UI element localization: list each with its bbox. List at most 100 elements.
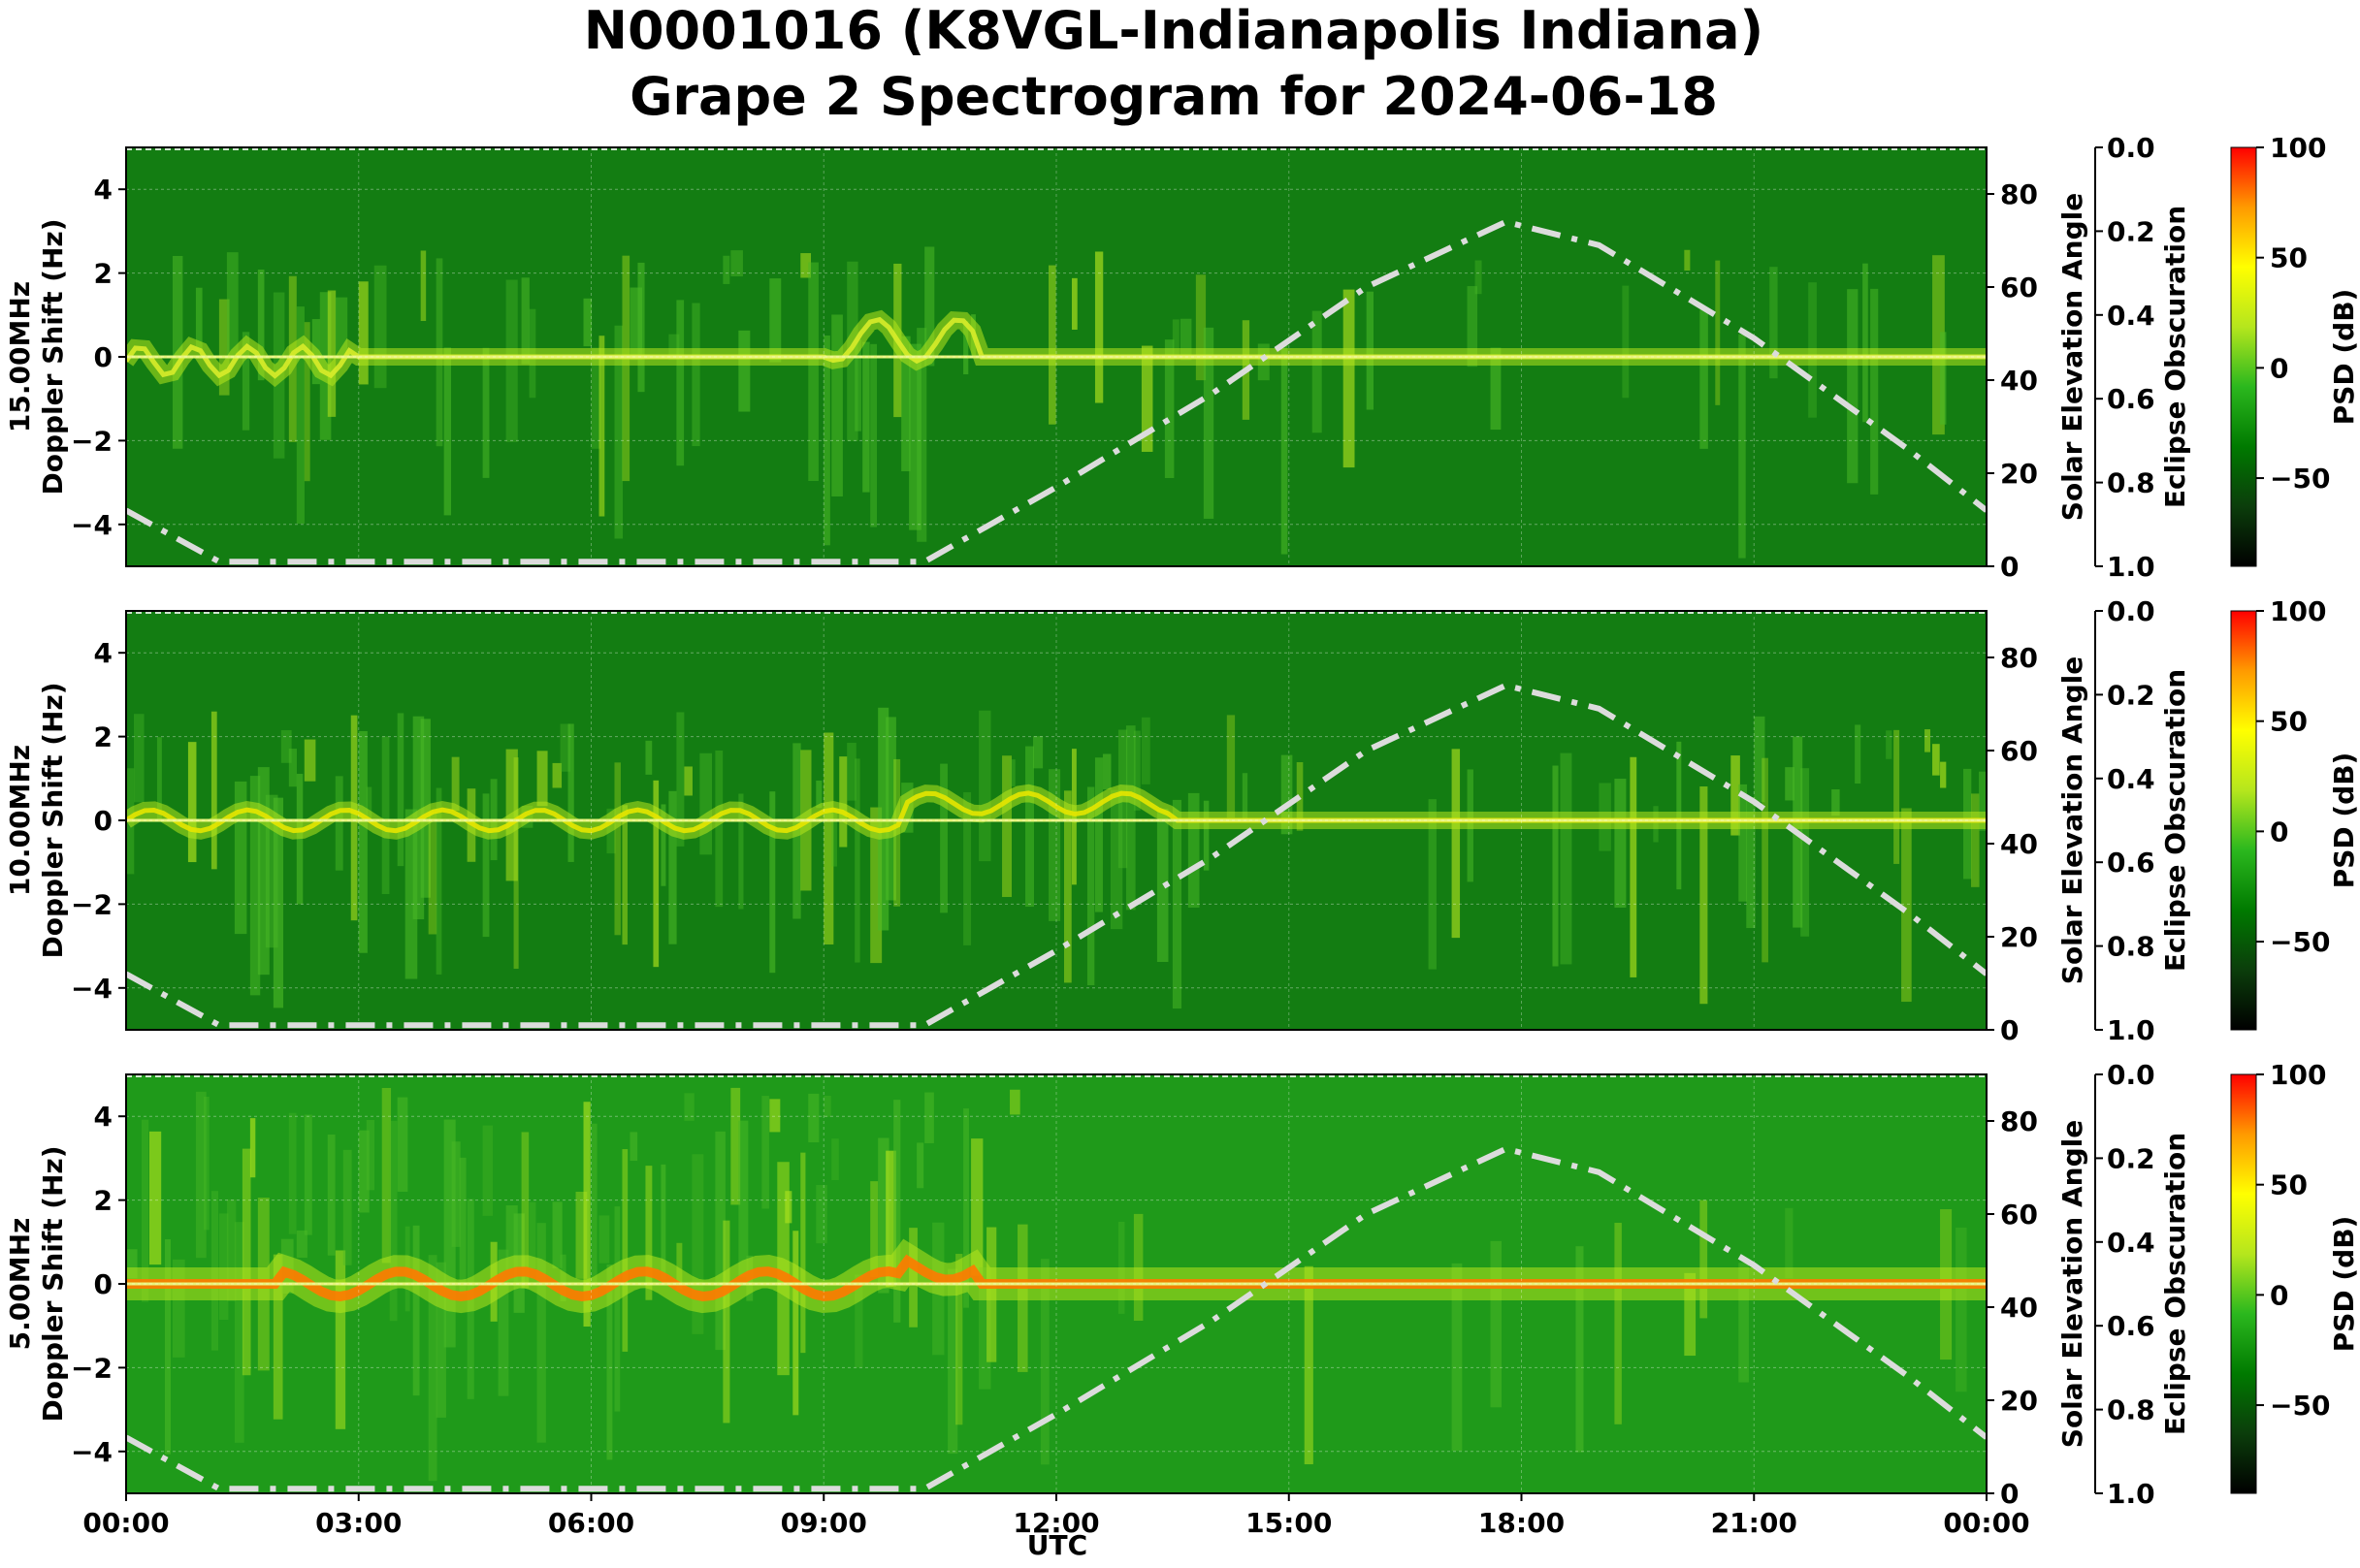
x-tick-label: 21:00 xyxy=(1711,1507,1797,1539)
y-axis-label: 10.00MHz xyxy=(4,745,36,896)
colorbar-tick-label: −50 xyxy=(2270,463,2330,495)
eclipse-tick-label: 1.0 xyxy=(2107,1478,2155,1510)
eclipse-tick-label: 0.8 xyxy=(2107,1394,2155,1426)
right-tick-label: 80 xyxy=(2000,642,2038,674)
y-tick-label: 2 xyxy=(94,1185,113,1217)
colorbar-tick-label: 50 xyxy=(2270,706,2308,738)
right-tick-label: 80 xyxy=(2000,178,2038,210)
x-tick-label: 18:00 xyxy=(1478,1507,1565,1539)
panel-10.00MHz: −4 −2 0 2 4 10.00MHz Doppler Shift (Hz) 0 20 40 60… xyxy=(4,595,2360,1046)
colorbar-tick-label: 0 xyxy=(2270,352,2288,384)
eclipse-tick-label: 0.6 xyxy=(2107,847,2155,879)
y-tick-label: 0 xyxy=(94,805,113,837)
y-tick-label: −4 xyxy=(71,509,113,541)
spectrogram-image xyxy=(126,147,1987,566)
solar-elevation-label: Solar Elevation Angle xyxy=(2056,193,2088,521)
eclipse-tick-label: 0.6 xyxy=(2107,383,2155,415)
y-tick-label: −4 xyxy=(71,1436,113,1468)
y-axis-label: 15.00MHz xyxy=(4,281,36,432)
colorbar-label: PSD (dB) xyxy=(2328,1216,2360,1353)
colorbar xyxy=(2230,610,2257,1031)
colorbar-label: PSD (dB) xyxy=(2328,752,2360,889)
eclipse-tick-label: 0.2 xyxy=(2107,215,2155,247)
eclipse-tick-label: 0.4 xyxy=(2107,763,2155,795)
x-tick-label: 00:00 xyxy=(1943,1507,2029,1539)
right-tick-label: 20 xyxy=(2000,921,2038,953)
x-axis-label: UTC xyxy=(1027,1529,1087,1561)
y-tick-label: 4 xyxy=(94,1101,113,1133)
figure-title-line1: N0001016 (K8VGL-Indianapolis Indiana) xyxy=(584,0,1763,61)
panel-5.00MHz: −4 −2 0 2 4 5.00MHz Doppler Shift (Hz) 0 20 40 60 8… xyxy=(4,1059,2360,1510)
eclipse-tick-label: 0.0 xyxy=(2107,132,2155,164)
y-tick-label: −2 xyxy=(71,888,113,920)
solar-elevation-label: Solar Elevation Angle xyxy=(2056,656,2088,984)
right-tick-label: 80 xyxy=(2000,1105,2038,1137)
colorbar-tick-label: −50 xyxy=(2270,1390,2330,1422)
colorbar-tick-label: 100 xyxy=(2270,1059,2326,1091)
eclipse-tick-label: 0.6 xyxy=(2107,1310,2155,1342)
colorbar xyxy=(2230,1073,2257,1494)
y-tick-label: 0 xyxy=(94,1268,113,1300)
y-tick-label: −2 xyxy=(71,425,113,457)
figure-title-line2: Grape 2 Spectrogram for 2024-06-18 xyxy=(630,66,1718,127)
right-tick-label: 60 xyxy=(2000,272,2038,304)
x-tick-label: 09:00 xyxy=(781,1507,867,1539)
x-tick-label: 00:00 xyxy=(82,1507,169,1539)
right-tick-label: 20 xyxy=(2000,458,2038,490)
y-tick-label: 0 xyxy=(94,341,113,373)
eclipse-tick-label: 0.0 xyxy=(2107,595,2155,627)
colorbar-tick-label: −50 xyxy=(2270,926,2330,958)
y-tick-label: 4 xyxy=(94,174,113,206)
x-axis: 00:00 03:00 06:00 09:00 12:00 15:00 18:00 21:00… xyxy=(82,1493,2030,1539)
eclipse-axis-label: Eclipse Obscuration xyxy=(2159,206,2191,508)
eclipse-axis-label: Eclipse Obscuration xyxy=(2159,1133,2191,1435)
x-tick-label: 15:00 xyxy=(1245,1507,1332,1539)
y-tick-label: −2 xyxy=(71,1352,113,1384)
eclipse-tick-label: 0.2 xyxy=(2107,679,2155,711)
x-tick-label: 06:00 xyxy=(548,1507,634,1539)
y-tick-label: 2 xyxy=(94,721,113,753)
colorbar-label: PSD (dB) xyxy=(2328,289,2360,426)
eclipse-tick-label: 1.0 xyxy=(2107,1014,2155,1046)
right-tick-label: 0 xyxy=(2000,1478,2019,1510)
right-tick-label: 40 xyxy=(2000,1292,2038,1324)
colorbar-tick-label: 0 xyxy=(2270,816,2288,848)
y-tick-label: −4 xyxy=(71,973,113,1005)
solar-elevation-curve xyxy=(126,1145,1987,1492)
colorbar-tick-label: 50 xyxy=(2270,1169,2308,1201)
solar-elevation-curve xyxy=(126,682,1987,1029)
solar-elevation-curve xyxy=(126,218,1987,565)
eclipse-tick-label: 0.4 xyxy=(2107,1227,2155,1259)
colorbar-tick-label: 100 xyxy=(2270,595,2326,627)
x-tick-label: 03:00 xyxy=(315,1507,402,1539)
eclipse-tick-label: 0.8 xyxy=(2107,467,2155,499)
panel-15.00MHz: −4 −2 0 2 4 15.00MHz Doppler Shift (Hz) 0 20 40 60… xyxy=(4,132,2360,583)
y-axis-label: Doppler Shift (Hz) xyxy=(37,218,69,495)
right-tick-label: 60 xyxy=(2000,1199,2038,1231)
x-tick-label: 12:00 xyxy=(1013,1507,1099,1539)
right-tick-label: 20 xyxy=(2000,1385,2038,1417)
eclipse-tick-label: 1.0 xyxy=(2107,551,2155,583)
colorbar-tick-label: 0 xyxy=(2270,1279,2288,1311)
y-axis-label: Doppler Shift (Hz) xyxy=(37,1145,69,1422)
y-axis-label: Doppler Shift (Hz) xyxy=(37,682,69,958)
eclipse-tick-label: 0.8 xyxy=(2107,931,2155,963)
right-tick-label: 40 xyxy=(2000,365,2038,397)
colorbar xyxy=(2230,146,2257,567)
y-axis-label: 5.00MHz xyxy=(4,1218,36,1351)
colorbar-tick-label: 50 xyxy=(2270,242,2308,274)
right-tick-label: 0 xyxy=(2000,551,2019,583)
right-tick-label: 0 xyxy=(2000,1014,2019,1046)
solar-elevation-label: Solar Elevation Angle xyxy=(2056,1120,2088,1448)
eclipse-axis-label: Eclipse Obscuration xyxy=(2159,669,2191,972)
eclipse-tick-label: 0.0 xyxy=(2107,1059,2155,1091)
right-tick-label: 60 xyxy=(2000,735,2038,767)
spectrogram-image xyxy=(126,1074,1987,1493)
eclipse-tick-label: 0.4 xyxy=(2107,300,2155,332)
spectrogram-image xyxy=(126,611,1987,1030)
y-tick-label: 2 xyxy=(94,258,113,290)
colorbar-tick-label: 100 xyxy=(2270,132,2326,164)
